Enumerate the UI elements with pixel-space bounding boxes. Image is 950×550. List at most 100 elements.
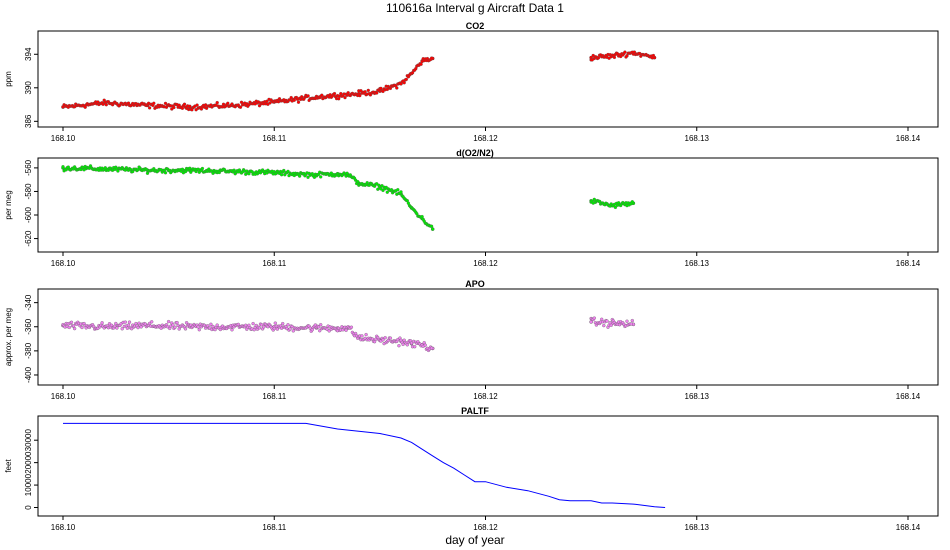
x-tick-label: 168.10 xyxy=(51,392,76,401)
y-tick-label: -600 xyxy=(24,206,33,223)
data-point xyxy=(332,91,337,96)
data-point xyxy=(72,326,77,331)
data-point xyxy=(226,101,230,105)
panel-title: PALTF xyxy=(461,406,489,416)
y-tick-label: -580 xyxy=(24,183,33,200)
panel-title: d(O2/N2) xyxy=(456,148,494,158)
y-tick-label: 390 xyxy=(24,81,33,95)
panel-frame xyxy=(37,157,939,253)
data-point xyxy=(419,62,423,66)
data-point xyxy=(286,323,290,327)
data-point xyxy=(413,345,417,349)
data-point xyxy=(381,188,385,193)
data-point xyxy=(163,101,168,106)
data-point xyxy=(188,104,192,108)
x-axis-label: day of year xyxy=(445,533,504,547)
data-point xyxy=(609,323,613,327)
data-point xyxy=(238,105,243,109)
data-point xyxy=(286,169,290,174)
panel-frame xyxy=(37,415,939,517)
x-tick-label: 168.12 xyxy=(473,392,498,401)
altitude-line xyxy=(63,422,666,508)
data-point xyxy=(209,322,213,326)
panel-title: APO xyxy=(465,279,485,289)
data-point xyxy=(126,323,131,327)
data-point xyxy=(104,103,108,107)
data-point xyxy=(262,325,266,329)
data-point xyxy=(279,173,284,177)
data-point xyxy=(375,91,379,95)
x-tick-label: 168.12 xyxy=(473,134,498,143)
data-point xyxy=(188,166,192,170)
data-point xyxy=(420,214,424,219)
data-point xyxy=(318,329,322,333)
data-point xyxy=(197,328,201,332)
data-point xyxy=(358,93,362,98)
data-point xyxy=(71,324,76,328)
data-point xyxy=(259,323,264,327)
data-point xyxy=(388,336,393,340)
data-point xyxy=(200,166,205,171)
y-tick-label: -360 xyxy=(24,318,33,335)
data-point xyxy=(399,190,403,194)
data-point xyxy=(127,320,132,324)
data-point xyxy=(349,325,354,329)
x-tick-label: 168.12 xyxy=(473,259,498,268)
y-tick-label: -620 xyxy=(24,230,33,247)
x-tick-label: 168.14 xyxy=(896,259,921,268)
data-point xyxy=(651,53,656,58)
data-point xyxy=(288,327,292,331)
y-tick-label: -560 xyxy=(24,159,33,176)
data-point xyxy=(150,320,154,324)
data-point xyxy=(291,329,295,333)
data-point xyxy=(423,343,427,347)
y-tick-label: 394 xyxy=(24,47,33,61)
data-point xyxy=(175,320,179,325)
panel-frame xyxy=(37,30,939,128)
data-point xyxy=(623,50,627,54)
data-point xyxy=(429,346,434,350)
x-tick-label: 168.11 xyxy=(262,134,286,143)
x-tick-label: 168.11 xyxy=(262,259,286,268)
data-point xyxy=(364,332,368,337)
data-point xyxy=(116,169,120,173)
x-tick-label: 168.14 xyxy=(896,523,921,532)
data-point xyxy=(401,342,405,347)
y-axis-label: ppm xyxy=(4,71,13,87)
data-point xyxy=(612,55,617,60)
y-axis-label: feet xyxy=(4,459,13,473)
x-tick-label: 168.10 xyxy=(51,523,76,532)
data-point xyxy=(61,165,65,169)
y-tick-label: 30000 xyxy=(24,429,33,452)
panel-frame xyxy=(37,288,939,386)
panel-title: CO2 xyxy=(466,21,485,31)
data-point xyxy=(147,106,152,110)
data-point xyxy=(602,323,606,328)
data-point xyxy=(136,325,140,330)
data-point xyxy=(268,101,272,105)
data-point xyxy=(320,93,324,97)
data-point xyxy=(215,100,219,105)
data-point xyxy=(244,323,248,327)
data-point xyxy=(196,325,200,329)
data-point xyxy=(166,319,171,324)
data-point xyxy=(120,327,124,331)
x-tick-label: 168.14 xyxy=(896,134,921,143)
data-point xyxy=(182,102,187,106)
data-point xyxy=(101,102,105,106)
data-point xyxy=(404,77,408,82)
data-point xyxy=(254,323,258,328)
data-point xyxy=(395,86,399,90)
data-point xyxy=(296,100,301,104)
data-point xyxy=(257,326,262,330)
y-axis-label: approx. per meg xyxy=(4,308,13,366)
data-point xyxy=(232,168,236,172)
data-point xyxy=(592,316,596,320)
data-point xyxy=(429,224,434,228)
data-point xyxy=(80,325,84,330)
data-point xyxy=(319,323,323,327)
y-tick-label: 10000 xyxy=(24,473,33,496)
data-point xyxy=(163,171,168,175)
y-tick-label: -380 xyxy=(24,342,33,359)
